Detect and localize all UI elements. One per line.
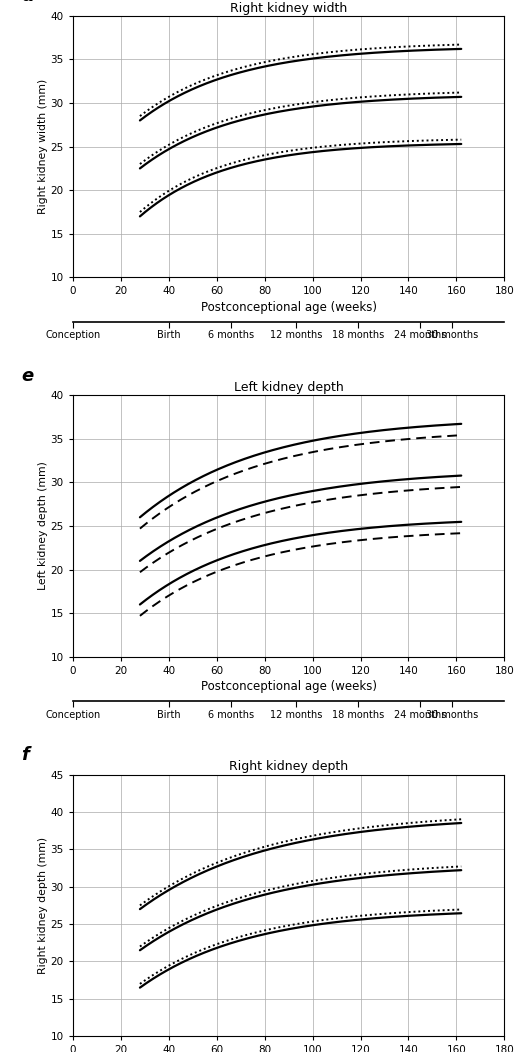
Title: Right kidney depth: Right kidney depth	[229, 761, 348, 773]
Title: Right kidney width: Right kidney width	[230, 2, 347, 15]
Text: d: d	[21, 0, 34, 5]
X-axis label: Postconceptional age (weeks): Postconceptional age (weeks)	[201, 680, 376, 693]
Title: Left kidney depth: Left kidney depth	[233, 381, 344, 394]
Y-axis label: Left kidney depth (mm): Left kidney depth (mm)	[38, 462, 48, 590]
Text: f: f	[21, 746, 29, 764]
X-axis label: Postconceptional age (weeks): Postconceptional age (weeks)	[201, 301, 376, 313]
Text: e: e	[21, 367, 33, 385]
Y-axis label: Right kidney depth (mm): Right kidney depth (mm)	[38, 836, 48, 974]
Y-axis label: Right kidney width (mm): Right kidney width (mm)	[38, 79, 48, 215]
